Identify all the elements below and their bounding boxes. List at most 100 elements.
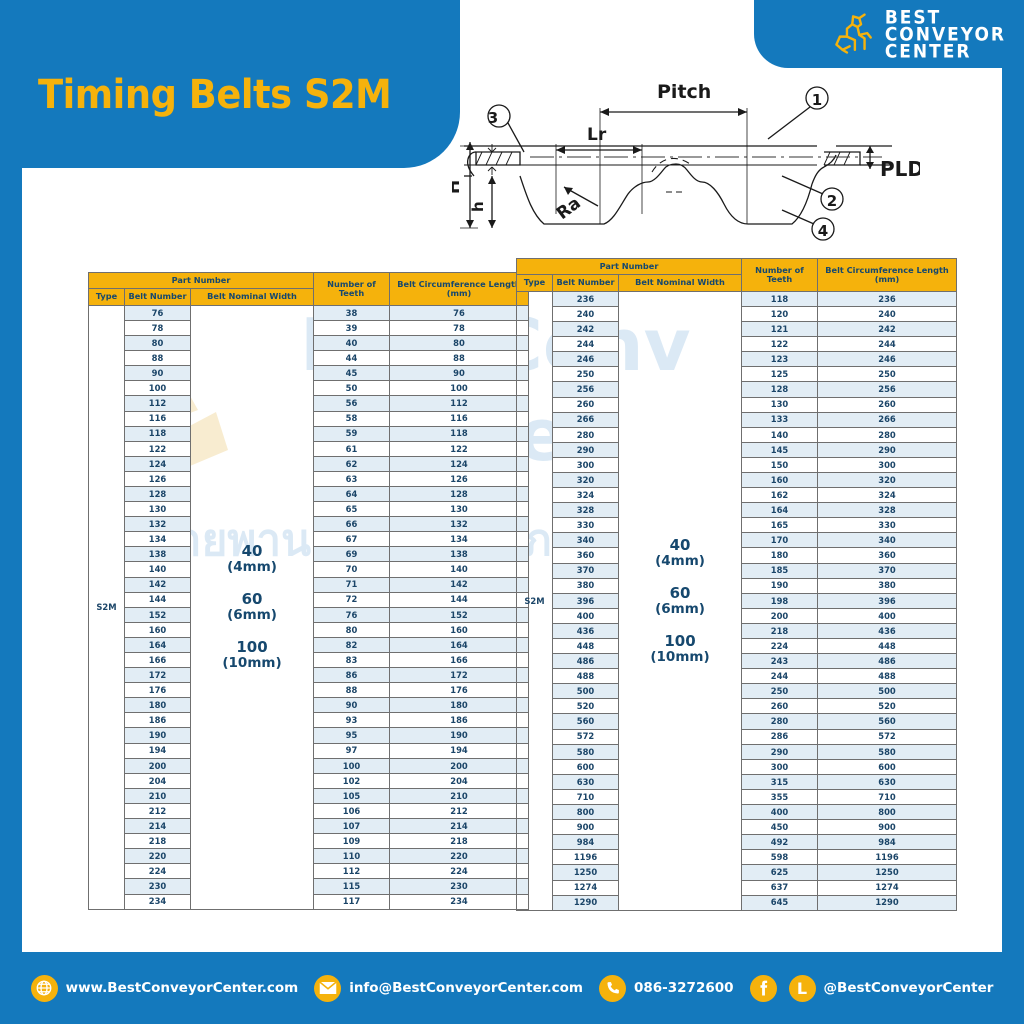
table-row[interactable]: 122 61 122 [89,440,529,457]
table-row[interactable]: 234 117 234 [89,893,529,910]
table-row[interactable]: 396 198 396 [517,592,957,609]
table-row[interactable]: 246 123 246 [517,351,957,368]
table-row[interactable]: 1290 645 1290 [517,894,957,911]
cell-belt-circumference: 142 [389,576,529,593]
cell-belt-circumference: 320 [817,471,957,489]
cell-belt-number: 124 [124,455,191,472]
cell-belt-nominal-width: 40 (4mm) 60 (6mm) 100 (10mm) [190,304,314,910]
table-row[interactable]: 580 290 580 [517,743,957,760]
table-row[interactable]: 176 88 176 [89,682,529,699]
table-row[interactable]: 436 218 436 [517,622,957,640]
cell-belt-number: 118 [124,425,191,442]
table-row[interactable]: 1250 625 1250 [517,864,957,881]
table-row[interactable]: 572 286 572 [517,728,957,745]
table-row[interactable]: 520 260 520 [517,698,957,715]
cell-belt-number: 630 [552,773,619,790]
table-row[interactable]: 194 97 194 [89,742,529,759]
table-row[interactable]: 500 250 500 [517,683,957,700]
table-row[interactable]: 130 65 130 [89,501,529,518]
cell-belt-number: 180 [124,697,191,714]
table-row[interactable]: 290 145 290 [517,441,957,458]
cell-belt-number: 242 [552,321,619,338]
table-row[interactable]: 244 122 244 [517,336,957,353]
table-row[interactable]: 186 93 186 [89,712,529,729]
table-row[interactable]: 124 62 124 [89,455,529,472]
table-row[interactable]: 160 80 160 [89,621,529,638]
table-row[interactable]: 250 125 250 [517,366,957,383]
cell-belt-circumference: 244 [817,336,957,353]
cell-number-of-teeth: 315 [741,773,818,790]
table-row[interactable]: 370 185 370 [517,562,957,579]
table-row[interactable]: 172 86 172 [89,667,529,684]
footer-phone[interactable]: 086-3272600 [598,974,734,1002]
table-row[interactable]: 128 64 128 [89,485,529,503]
footer-social-label: @BestConveyorCenter [823,980,994,996]
phone-icon [598,974,626,1002]
cell-number-of-teeth: 69 [313,546,390,563]
cell-number-of-teeth: 115 [313,878,390,895]
cell-number-of-teeth: 62 [313,455,390,472]
table-row[interactable]: 164 82 164 [89,636,529,654]
table-header-row-1: Part Number Number of Teeth Belt Circumf… [88,271,529,306]
table-row[interactable]: 132 66 132 [89,516,529,533]
table-row[interactable]: 220 110 220 [89,848,529,865]
table-row[interactable]: 214 107 214 [89,818,529,835]
table-row[interactable]: 218 109 218 [89,833,529,850]
cell-belt-number: 90 [124,365,191,382]
table-row[interactable]: 600 300 600 [517,758,957,775]
table-row[interactable]: 1274 637 1274 [517,879,957,896]
footer-social[interactable]: L @BestConveyorCenter [749,974,994,1002]
table-row[interactable]: 140 70 140 [89,561,529,578]
table-row[interactable]: 212 106 212 [89,802,529,820]
cell-number-of-teeth: 637 [741,879,818,896]
table-row[interactable]: 204 102 204 [89,772,529,789]
table-row[interactable]: 134 67 134 [89,531,529,548]
cell-belt-circumference: 152 [389,606,529,623]
table-row[interactable]: 984 492 984 [517,834,957,851]
table-row[interactable]: 152 76 152 [89,606,529,623]
cell-number-of-teeth: 260 [741,698,818,715]
table-row[interactable]: 900 450 900 [517,819,957,836]
table-row[interactable]: 118 59 118 [89,425,529,442]
cell-belt-circumference: 488 [817,668,957,685]
table-row[interactable]: 266 133 266 [517,411,957,428]
cell-number-of-teeth: 180 [741,547,818,564]
table-row[interactable]: 180 90 180 [89,697,529,714]
table-row[interactable]: 324 162 324 [517,487,957,504]
cell-belt-circumference: 130 [389,501,529,518]
cell-belt-circumference: 76 [389,304,529,321]
cell-belt-number: 560 [552,713,619,730]
table-row[interactable]: 224 112 224 [89,863,529,880]
cell-number-of-teeth: 300 [741,758,818,775]
diagram-label-ra: Ra [553,193,585,224]
table-row[interactable]: 242 121 242 [517,321,957,338]
cell-belt-circumference: 260 [817,396,957,413]
table-row[interactable]: 488 244 488 [517,668,957,685]
cell-belt-circumference: 630 [817,773,957,790]
cell-belt-number: 152 [124,606,191,623]
footer-website[interactable]: www.BestConveyorCenter.com [30,974,298,1002]
table-row[interactable]: 328 164 328 [517,502,957,519]
cell-belt-circumference: 280 [817,426,957,443]
table-row[interactable]: S2M 76 40 (4mm) 60 (6mm) 100 (10mm) 38 76 [88,304,529,910]
table-row[interactable]: 240 120 240 [517,305,957,323]
table-row[interactable]: 630 315 630 [517,773,957,790]
cell-belt-circumference: 172 [389,667,529,684]
table-row[interactable]: 330 165 330 [517,517,957,534]
table-row[interactable]: 360 180 360 [517,547,957,564]
cell-number-of-teeth: 224 [741,637,818,655]
cell-belt-number: 78 [124,319,191,337]
table-row[interactable]: 190 95 190 [89,727,529,744]
table-row[interactable]: S2M 236 40 (4mm) 60 (6mm) 100 (10mm) 118 236 [516,290,957,911]
table-row[interactable]: 320 160 320 [517,471,957,489]
table-row[interactable]: 138 69 138 [89,546,529,563]
cell-belt-number: 220 [124,848,191,865]
footer-email[interactable]: info@BestConveyorCenter.com [314,974,583,1002]
footer-contact-bar: www.BestConveyorCenter.com info@BestConv… [0,952,1024,1024]
table-row[interactable]: 230 115 230 [89,878,529,895]
spec-table: Part Number Number of Teeth Belt Circumf… [516,257,957,911]
table-row[interactable]: 560 280 560 [517,713,957,730]
cell-number-of-teeth: 190 [741,577,818,594]
table-row[interactable]: 280 140 280 [517,426,957,443]
cell-belt-circumference: 486 [817,653,957,670]
